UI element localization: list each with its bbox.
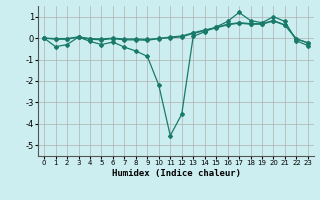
X-axis label: Humidex (Indice chaleur): Humidex (Indice chaleur)	[111, 169, 241, 178]
